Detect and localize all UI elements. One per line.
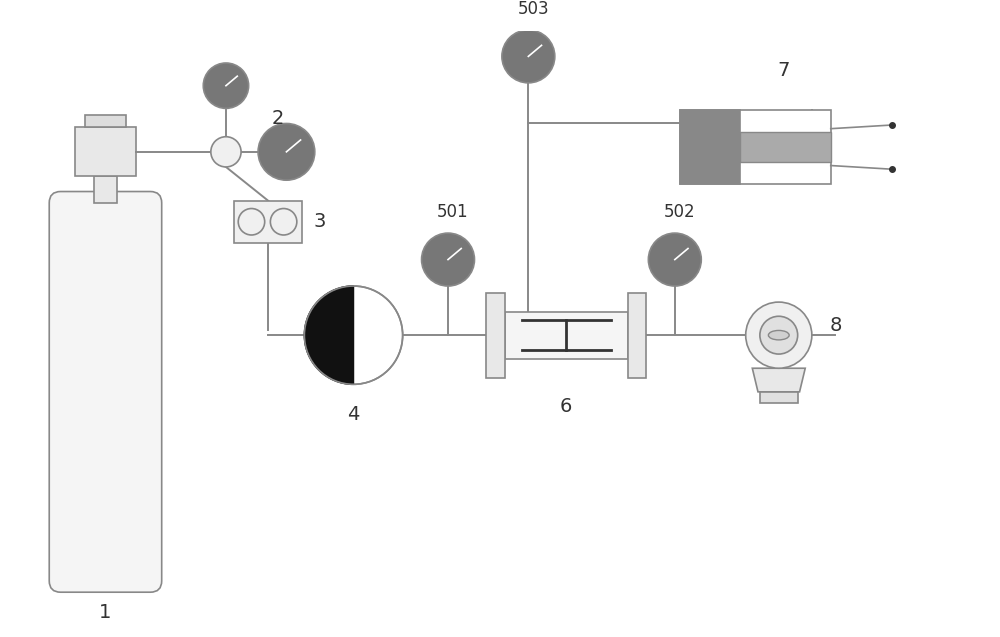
Bar (505, 311, 628, 359)
Circle shape (422, 233, 474, 286)
Text: 4: 4 (347, 405, 360, 424)
Text: 2: 2 (272, 110, 284, 128)
Circle shape (304, 286, 403, 384)
Text: 8: 8 (829, 316, 842, 335)
Circle shape (502, 30, 555, 83)
Bar (628, 292, 646, 378)
Text: 6: 6 (560, 397, 572, 415)
Bar (760, 392, 798, 403)
Text: 3: 3 (313, 212, 326, 231)
Bar (740, 132, 831, 162)
Polygon shape (752, 368, 805, 392)
Text: 1: 1 (99, 603, 111, 622)
Bar (85, 115, 126, 127)
Bar (680, 110, 740, 184)
Bar (680, 110, 831, 184)
Text: 502: 502 (664, 203, 695, 221)
FancyBboxPatch shape (49, 192, 162, 592)
Ellipse shape (768, 331, 789, 340)
Text: 7: 7 (777, 61, 790, 80)
Circle shape (203, 63, 249, 108)
Circle shape (760, 316, 798, 354)
Bar (486, 292, 505, 378)
Circle shape (746, 302, 812, 368)
Circle shape (258, 124, 315, 180)
Circle shape (648, 233, 701, 286)
Polygon shape (304, 286, 354, 384)
Bar (94, 176, 117, 203)
Text: 503: 503 (517, 0, 549, 18)
Bar (75, 127, 136, 176)
Bar (234, 201, 302, 243)
Text: 501: 501 (437, 203, 469, 221)
Circle shape (211, 137, 241, 167)
